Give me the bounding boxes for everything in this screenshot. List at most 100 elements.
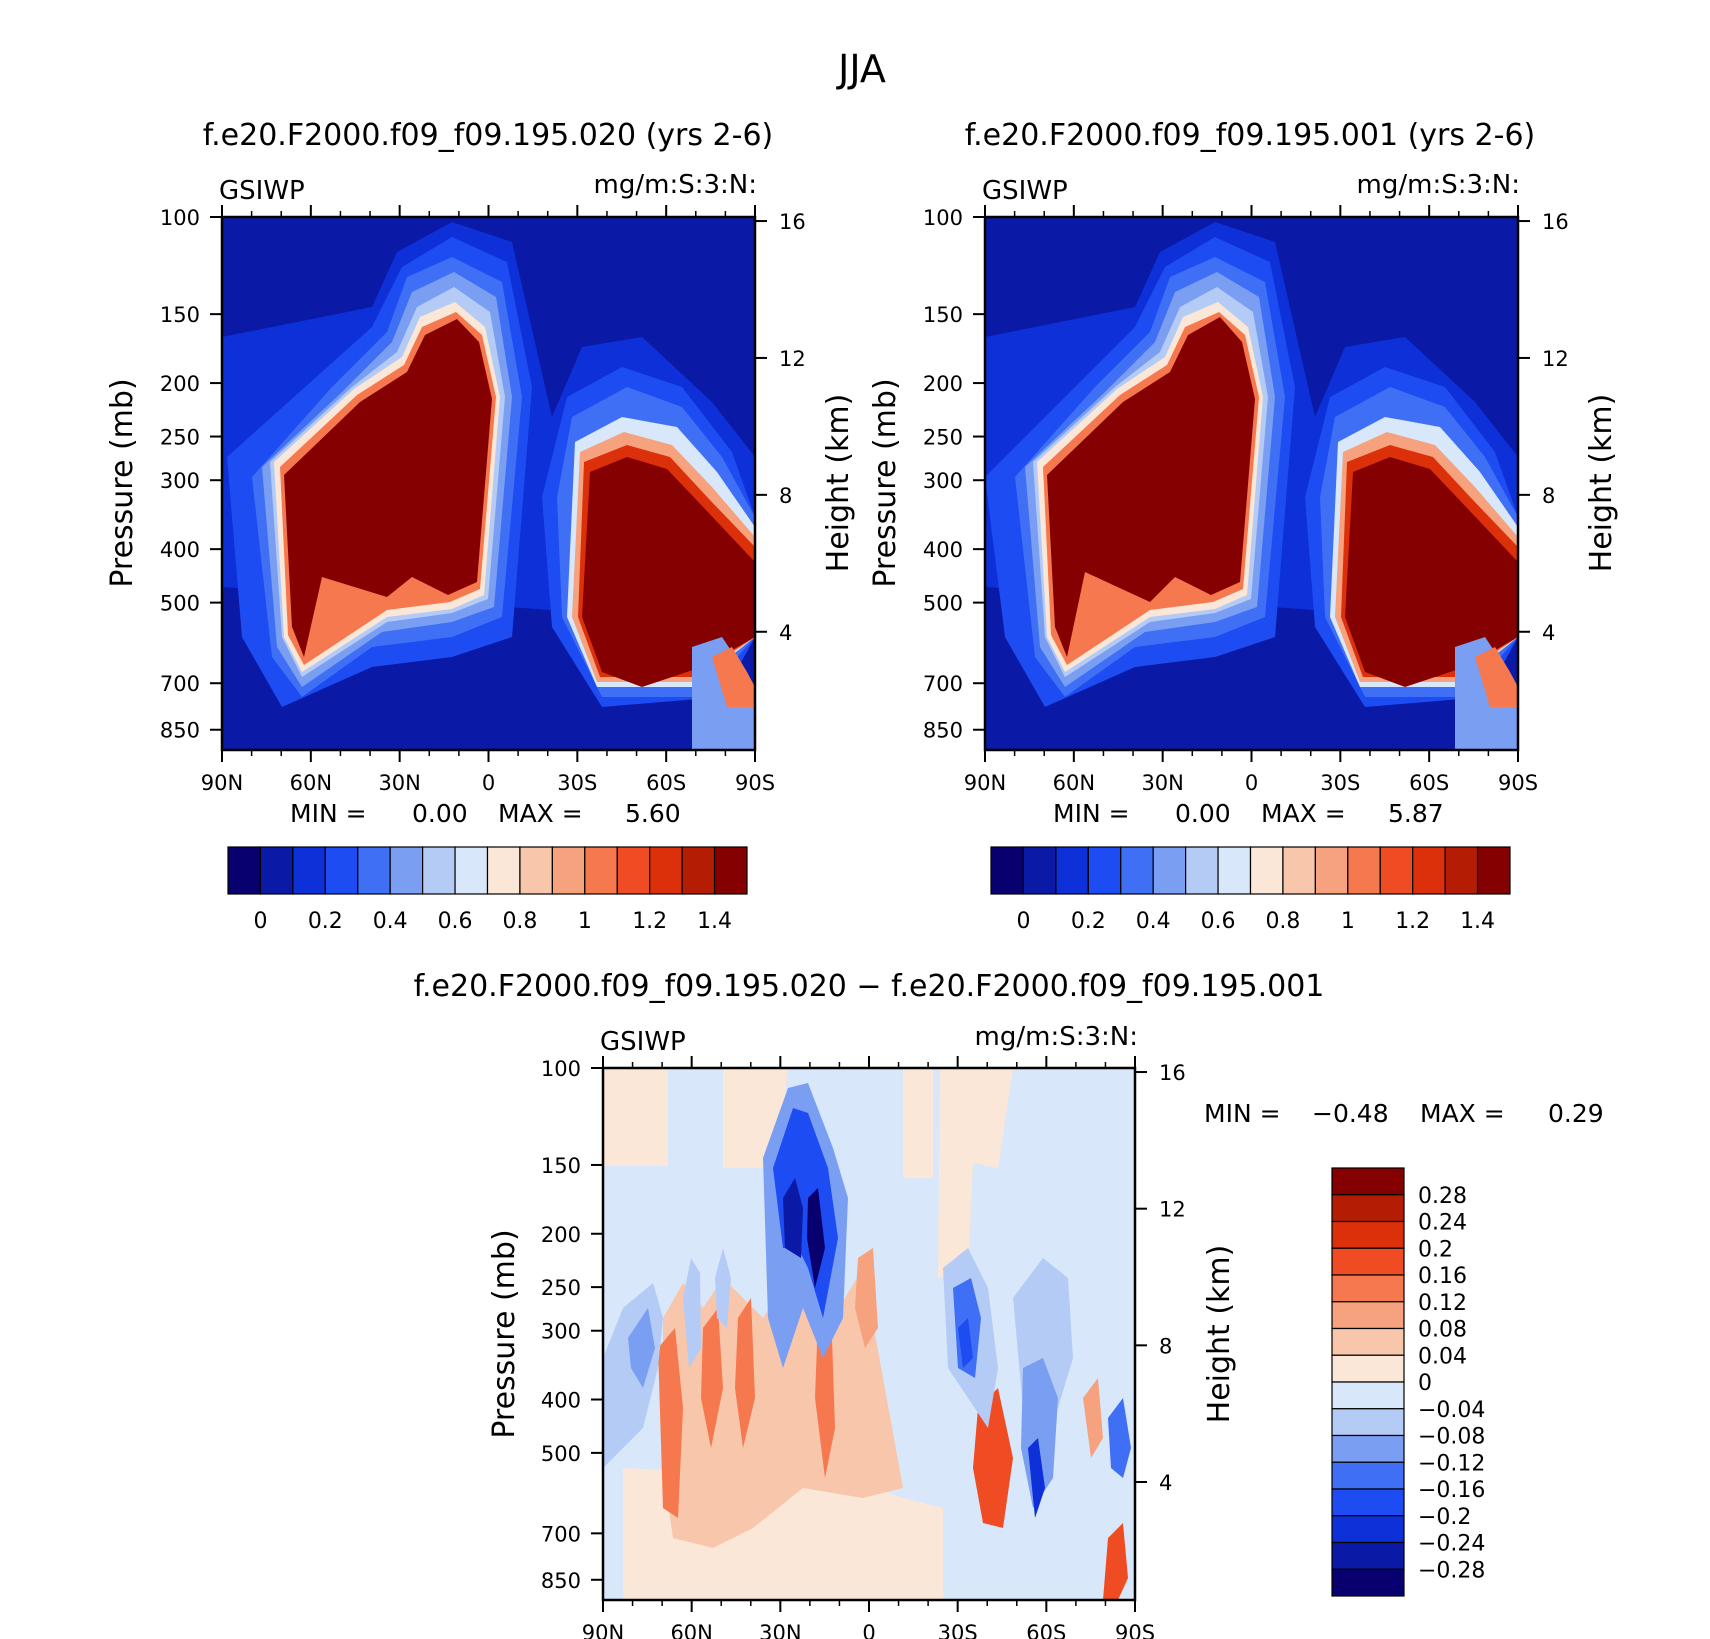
- panel-3-pos-strong-6: [973, 1388, 1013, 1528]
- panel-2-ytick-label: 850: [923, 719, 963, 743]
- panel-2-colorbar-box: [1217, 846, 1252, 895]
- panel-2-colorbar-label: 0.4: [1136, 909, 1171, 934]
- panel-3-pos-upper-left: [603, 1068, 668, 1166]
- panel-2-colorbar-box: [1120, 846, 1154, 895]
- panel-3-colorbar-box: [1331, 1327, 1405, 1356]
- panel-3-colorbar-box: [1331, 1434, 1405, 1463]
- panel-3-pos-tropical-band: [663, 1268, 903, 1548]
- panel-1-y2tick-label: 8: [779, 484, 792, 508]
- panel-1-colorbar-box: [551, 846, 586, 895]
- panel-2-colorbar-label: 0: [1016, 909, 1030, 934]
- panel-1-units-label: mg/m:S:3:N:: [594, 170, 757, 200]
- panel-1-colorbar-box: [649, 846, 683, 895]
- panel-2-ytick-label: 300: [923, 469, 963, 493]
- panel-3-colorbar-box: [1331, 1515, 1405, 1544]
- panel-3-ytick-label: 850: [541, 1569, 581, 1593]
- panel-3-xtick-label: 60N: [670, 1621, 712, 1639]
- panel-2-colorbar-label: 0.6: [1201, 909, 1236, 934]
- panel-3-max-label: MAX =: [1420, 1099, 1505, 1128]
- panel-3-ytick-label: 400: [541, 1389, 581, 1413]
- panel-1-title: f.e20.F2000.f09_f09.195.020 (yrs 2-6): [203, 118, 773, 153]
- panel-3-colorbar-label: −0.12: [1418, 1451, 1485, 1476]
- panel-1-variable-label: GSIWP: [219, 176, 305, 206]
- panel-2-xtick-label: 30N: [1141, 771, 1183, 795]
- panel-1-min-label: MIN =: [290, 799, 367, 828]
- panel-3-colorbar-label: −0.28: [1418, 1558, 1485, 1583]
- panel-2-colorbar-label: 0.8: [1265, 909, 1300, 934]
- panel-2-colorbar-box: [1412, 846, 1446, 895]
- panel-2-xtick-label: 30S: [1320, 771, 1360, 795]
- panel-1-colorbar-label: 0: [253, 909, 267, 934]
- panel-3-ytick-label: 250: [541, 1276, 581, 1300]
- panel-3-colorbar-label: 0.16: [1418, 1264, 1467, 1289]
- panel-3-neg-nh-lobe-3: [683, 1258, 701, 1368]
- panel-3-ticks: 100 150 200 250 300 400 500 700 850 16 12 8 4 90N 60N 3…: [541, 1056, 1186, 1639]
- panel-1-ytick-label: 400: [160, 538, 200, 562]
- panel-3-pos-strong-2: [701, 1308, 723, 1448]
- panel-2-colorbar-box: [990, 846, 1025, 895]
- panel-1-colorbar-label: 0.8: [502, 909, 537, 934]
- panel-2-min-value: 0.00: [1175, 799, 1231, 828]
- panel-2-ytick-label: 400: [923, 538, 963, 562]
- panel-3-pos-far-sh-surface: [1103, 1523, 1128, 1600]
- panel-3-y2label: Height (km): [1202, 1245, 1237, 1424]
- panel-1-colorbar-label: 1.4: [697, 909, 732, 934]
- panel-3-y2tick-label: 4: [1159, 1471, 1172, 1495]
- panel-2-colorbar-box: [1022, 846, 1057, 895]
- panel-1-xtick-label: 0: [482, 771, 495, 795]
- panel-2-min-label: MIN =: [1053, 799, 1130, 828]
- panel-2-y2tick-label: 16: [1542, 210, 1569, 234]
- panel-3-colorbar-box: [1331, 1381, 1405, 1410]
- panel-3-pos-strong-1: [658, 1328, 683, 1518]
- panel-3-xtick-label: 60S: [1026, 1621, 1066, 1639]
- panel-1-colorbar-box: [584, 846, 618, 895]
- panel-2-colorbar-box: [1379, 846, 1414, 895]
- panel-2-ytick-label: 100: [923, 206, 963, 230]
- panel-3-pos-far-sh: [1083, 1378, 1103, 1458]
- panel-2-max-region-nh: [1047, 317, 1255, 657]
- panel-1: f.e20.F2000.f09_f09.195.020 (yrs 2-6) GS…: [105, 118, 856, 934]
- panel-1-colorbar-box: [454, 846, 489, 895]
- panel-1-max-value: 5.60: [625, 799, 681, 828]
- panel-3-colorbar-box: [1331, 1194, 1405, 1223]
- panel-1-xtick-label: 60N: [290, 771, 332, 795]
- panel-1-ylabel: Pressure (mb): [105, 378, 140, 587]
- panel-1-colorbar-label: 1: [578, 909, 592, 934]
- panel-1-ytick-label: 100: [160, 206, 200, 230]
- panel-1-colorbar-label: 0.6: [438, 909, 473, 934]
- panel-3-ytick-label: 700: [541, 1522, 581, 1546]
- panel-3-xtick-label: 30N: [759, 1621, 801, 1639]
- panel-2-colorbar-box: [1185, 846, 1219, 895]
- panel-2-colorbar-box: [1347, 846, 1381, 895]
- panel-3-colorbar-box: [1331, 1220, 1405, 1249]
- panel-2-xtick-label: 60N: [1053, 771, 1095, 795]
- panel-2-y2tick-label: 8: [1542, 484, 1555, 508]
- panel-1-colorbar-label: 0.4: [373, 909, 408, 934]
- panel-3-xtick-label: 90S: [1115, 1621, 1155, 1639]
- panel-3-ytick-label: 200: [541, 1223, 581, 1247]
- panel-3-colorbar-label: −0.16: [1418, 1478, 1485, 1503]
- panel-1-lowlevel-sh-features-2: [712, 647, 755, 707]
- panel-3-colorbar-box: [1331, 1568, 1405, 1597]
- panel-3-y2tick-label: 12: [1159, 1198, 1186, 1222]
- panel-3-xtick-label: 90N: [582, 1621, 624, 1639]
- panel-2-colorbar-box: [1087, 846, 1122, 895]
- panel-2-ticks: 100 150 200 250 300 400 500 700 850 16 12 8 4 90N 60N 3…: [923, 205, 1569, 795]
- panel-2-xtick-label: 60S: [1409, 771, 1449, 795]
- panel-3-ytick-label: 150: [541, 1154, 581, 1178]
- panel-3-ytick-label: 500: [541, 1442, 581, 1466]
- panel-3-neg-sh-3: [958, 1318, 973, 1368]
- panel-2-colorbar: 0 0.2 0.4 0.6 0.8 1 1.2 1.4: [990, 846, 1511, 934]
- panel-3-colorbar-box: [1331, 1461, 1405, 1490]
- panel-1-ytick-label: 250: [160, 426, 200, 450]
- panel-1-xtick-label: 30S: [557, 771, 597, 795]
- panel-1-ytick-label: 200: [160, 372, 200, 396]
- panel-3-min-value: −0.48: [1312, 1099, 1389, 1128]
- panel-1-colorbar-box: [324, 846, 359, 895]
- panel-2-y2tick-label: 12: [1542, 347, 1569, 371]
- panel-3-ytick-label: 300: [541, 1320, 581, 1344]
- panel-3-colorbar-label: 0.28: [1418, 1184, 1467, 1209]
- panel-3-colorbar-box: [1331, 1247, 1405, 1276]
- panel-1-max-label: MAX =: [498, 799, 583, 828]
